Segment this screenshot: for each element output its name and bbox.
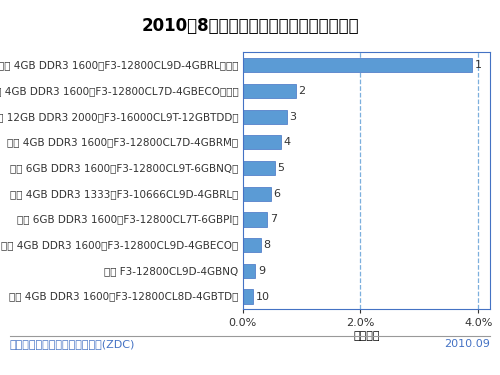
Bar: [242, 110, 286, 124]
Bar: [242, 238, 262, 252]
Bar: [242, 264, 256, 278]
Text: 芝奇 4GB DDR3 1600（F3-12800CL7D-4GBECO套装）: 芝奇 4GB DDR3 1600（F3-12800CL7D-4GBECO套装）: [0, 86, 238, 96]
Text: 2010年8月中国内存市场芝奇产品关注排名: 2010年8月中国内存市场芝奇产品关注排名: [141, 17, 359, 35]
Text: 芝奇 4GB DDR3 1333（F3-10666CL9D-4GBRL）: 芝奇 4GB DDR3 1333（F3-10666CL9D-4GBRL）: [10, 189, 238, 199]
Bar: [242, 84, 296, 98]
Text: 7: 7: [270, 214, 276, 225]
Bar: [242, 212, 267, 226]
Text: 芝奇 4GB DDR3 1600（F3-12800CL9D-4GBRL套装）: 芝奇 4GB DDR3 1600（F3-12800CL9D-4GBRL套装）: [0, 60, 238, 70]
Text: 5: 5: [278, 163, 284, 173]
Text: 9: 9: [258, 266, 265, 276]
Text: 芝奇 4GB DDR3 1600（F3-12800CL9D-4GBECO）: 芝奇 4GB DDR3 1600（F3-12800CL9D-4GBECO）: [1, 240, 238, 250]
Bar: [242, 161, 275, 175]
Text: 1: 1: [474, 60, 482, 70]
Text: 芝奇 4GB DDR3 1600（F3-12800CL8D-4GBTD）: 芝奇 4GB DDR3 1600（F3-12800CL8D-4GBTD）: [9, 291, 238, 302]
Text: 芝奇 F3-12800CL9D-4GBNQ: 芝奇 F3-12800CL9D-4GBNQ: [104, 266, 238, 276]
X-axis label: 关注比例: 关注比例: [353, 331, 380, 341]
Bar: [242, 290, 253, 304]
Bar: [242, 135, 281, 150]
Text: 芝奇 12GB DDR3 2000（F3-16000CL9T-12GBTDD）: 芝奇 12GB DDR3 2000（F3-16000CL9T-12GBTDD）: [0, 112, 238, 122]
Text: 数据来源：互联网消费调研中心(ZDC): 数据来源：互联网消费调研中心(ZDC): [10, 339, 136, 350]
Text: 3: 3: [289, 112, 296, 122]
Text: 4: 4: [283, 137, 290, 147]
Text: 10: 10: [256, 291, 270, 302]
Text: 芝奇 6GB DDR3 1600（F3-12800CL7T-6GBPI）: 芝奇 6GB DDR3 1600（F3-12800CL7T-6GBPI）: [17, 214, 238, 225]
Bar: [242, 187, 271, 201]
Text: 芝奇 4GB DDR3 1600（F3-12800CL7D-4GBRM）: 芝奇 4GB DDR3 1600（F3-12800CL7D-4GBRM）: [8, 137, 238, 147]
Text: 2: 2: [298, 86, 305, 96]
Text: 6: 6: [273, 189, 280, 199]
Text: 芝奇 6GB DDR3 1600（F3-12800CL9T-6GBNQ）: 芝奇 6GB DDR3 1600（F3-12800CL9T-6GBNQ）: [10, 163, 238, 173]
Text: 2010.09: 2010.09: [444, 339, 490, 350]
Bar: [242, 58, 472, 72]
Text: 8: 8: [264, 240, 271, 250]
